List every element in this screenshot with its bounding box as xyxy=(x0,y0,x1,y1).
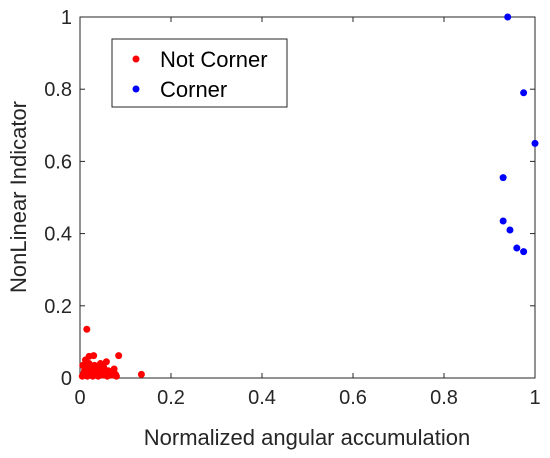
x-tick-label: 0.8 xyxy=(430,387,458,409)
point-not-corner xyxy=(110,365,118,373)
plot-frame xyxy=(79,16,536,379)
point-corner xyxy=(513,244,521,252)
point-corner xyxy=(520,248,528,256)
x-tick-label: 0.6 xyxy=(339,387,367,409)
point-not-corner xyxy=(112,372,120,380)
y-tick-label: 1 xyxy=(61,7,72,29)
y-tick-label: 0 xyxy=(61,368,72,390)
x-tick-label: 0.2 xyxy=(157,387,185,409)
data-points xyxy=(78,13,539,380)
x-tick-label: 0.4 xyxy=(248,387,276,409)
y-tick-label: 0.6 xyxy=(44,151,72,173)
point-not-corner xyxy=(83,325,91,333)
point-not-corner xyxy=(115,352,123,360)
y-tick-label: 0.2 xyxy=(44,296,72,318)
point-corner xyxy=(499,217,507,225)
point-corner xyxy=(506,226,514,234)
point-corner xyxy=(504,13,512,21)
legend-marker-not-corner xyxy=(132,55,140,63)
legend: Not Corner Corner xyxy=(111,38,288,108)
y-tick-label: 0.8 xyxy=(44,79,72,101)
x-axis-label: Normalized angular accumulation xyxy=(144,425,471,450)
point-corner xyxy=(499,174,507,182)
legend-label-not-corner: Not Corner xyxy=(160,47,268,72)
legend-marker-corner xyxy=(132,85,140,93)
tick-marks: 0 0.2 0.4 0.6 0.8 1 0 0.2 0.4 0.6 0.8 1 xyxy=(44,7,540,409)
point-not-corner xyxy=(79,361,87,369)
plot-axes xyxy=(79,16,536,379)
point-not-corner xyxy=(83,372,91,380)
point-corner xyxy=(531,139,539,147)
point-not-corner xyxy=(96,360,104,368)
x-tick-label: 1 xyxy=(529,387,540,409)
point-corner xyxy=(520,89,528,97)
y-tick-label: 0.4 xyxy=(44,224,72,246)
point-not-corner xyxy=(137,370,145,378)
x-tick-label: 0 xyxy=(74,387,85,409)
point-not-corner xyxy=(90,352,98,360)
point-not-corner xyxy=(102,358,110,366)
y-axis-label: NonLinear Indicator xyxy=(6,101,31,293)
legend-label-corner: Corner xyxy=(160,77,227,102)
legend-box xyxy=(111,38,288,108)
